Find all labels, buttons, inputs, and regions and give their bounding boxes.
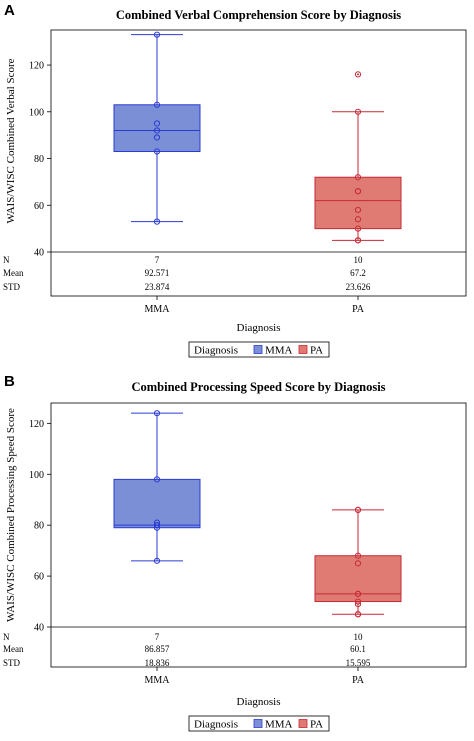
- x-tick-label: MMA: [144, 675, 170, 686]
- stat-value: 60.1: [350, 644, 366, 654]
- x-axis-label: Diagnosis: [237, 696, 281, 708]
- stat-row-label: N: [3, 255, 10, 265]
- data-point: [354, 506, 362, 514]
- data-point: [354, 188, 362, 195]
- stat-row-label: N: [3, 632, 10, 642]
- boxplot-processing: Combined Processing Speed Score by Diagn…: [3, 380, 467, 732]
- stat-value: 15.595: [346, 658, 371, 668]
- x-axis-label: Diagnosis: [237, 322, 281, 334]
- data-point: [153, 101, 161, 108]
- y-tick-label: 120: [29, 419, 44, 430]
- stat-value: 23.874: [145, 282, 170, 292]
- stat-value: 92.571: [145, 268, 170, 278]
- x-tick-label: PA: [352, 675, 365, 686]
- data-point: [153, 519, 161, 526]
- plot-frame: [50, 29, 467, 297]
- stat-value: 86.857: [145, 644, 170, 654]
- boxplot-verbal: Combined Verbal Comprehension Score by D…: [3, 8, 467, 358]
- stat-value: 7: [155, 632, 160, 642]
- data-point: [354, 225, 362, 232]
- x-tick-label: PA: [352, 304, 365, 315]
- y-tick-label: 60: [34, 572, 44, 583]
- box-pa: [314, 555, 402, 603]
- data-point: [153, 134, 161, 141]
- stat-row-label: STD: [3, 658, 21, 668]
- y-tick-label: 60: [34, 201, 44, 212]
- stat-row-label: Mean: [3, 644, 24, 654]
- y-tick-label: 100: [29, 470, 44, 481]
- legend-swatch-mma: [253, 719, 263, 728]
- y-tick-label: 80: [34, 521, 44, 532]
- data-point: [153, 410, 161, 417]
- stat-value: 10: [354, 632, 364, 642]
- x-tick-label: MMA: [144, 304, 170, 315]
- legend-label-mma: MMA: [265, 719, 293, 731]
- y-tick-label: 100: [29, 107, 44, 118]
- data-point: [153, 120, 161, 127]
- chart-title: Combined Verbal Comprehension Score by D…: [116, 8, 401, 22]
- data-point: [354, 216, 362, 223]
- data-point: [354, 237, 362, 244]
- y-tick-label: 40: [34, 248, 44, 259]
- data-point: [153, 522, 161, 529]
- chart-title: Combined Processing Speed Score by Diagn…: [131, 380, 385, 394]
- data-point: [354, 560, 362, 567]
- data-point: [354, 206, 362, 214]
- stat-value: 18.836: [145, 658, 170, 668]
- panel-letter-a: A: [4, 2, 15, 19]
- legend-label-pa: PA: [310, 345, 323, 357]
- data-point: [354, 611, 362, 618]
- data-point: [153, 218, 161, 225]
- legend-title: Diagnosis: [194, 345, 238, 357]
- data-point: [354, 108, 362, 115]
- data-point: [354, 552, 362, 559]
- outlier-point: [354, 71, 362, 78]
- box-pa: [314, 176, 402, 230]
- panel-a: A Combined Verbal Comprehension Score by…: [0, 0, 474, 370]
- y-axis-label: WAIS/WISC Combined Processing Speed Scor…: [5, 408, 17, 622]
- data-point: [153, 476, 161, 483]
- y-tick-label: 120: [29, 61, 44, 72]
- data-point: [354, 590, 362, 598]
- legend-label-pa: PA: [310, 719, 323, 731]
- plot-frame: [50, 402, 467, 668]
- y-tick-label: 40: [34, 623, 44, 634]
- legend-swatch-pa: [298, 719, 308, 728]
- legend-swatch-mma: [253, 345, 263, 354]
- stat-value: 23.626: [346, 282, 371, 292]
- data-point: [153, 148, 161, 155]
- data-point: [354, 174, 362, 181]
- legend-label-mma: MMA: [265, 345, 293, 357]
- y-axis-label: WAIS/WISC Combined Verbal Score: [5, 58, 17, 223]
- data-point: [153, 557, 161, 564]
- stat-value: 7: [155, 255, 160, 265]
- data-point: [354, 600, 362, 608]
- legend-swatch-pa: [298, 345, 308, 354]
- stat-value: 67.2: [350, 268, 366, 278]
- stat-row-label: STD: [3, 282, 21, 292]
- panel-letter-b: B: [4, 373, 15, 390]
- data-point: [153, 127, 161, 134]
- y-tick-label: 80: [34, 154, 44, 165]
- outlier-point-dot: [357, 73, 359, 76]
- panel-b: B Combined Processing Speed Score by Dia…: [0, 371, 474, 741]
- legend-title: Diagnosis: [194, 719, 238, 731]
- stat-value: 10: [354, 255, 364, 265]
- data-point: [153, 31, 161, 38]
- stat-row-label: Mean: [3, 268, 24, 278]
- data-point: [354, 598, 362, 605]
